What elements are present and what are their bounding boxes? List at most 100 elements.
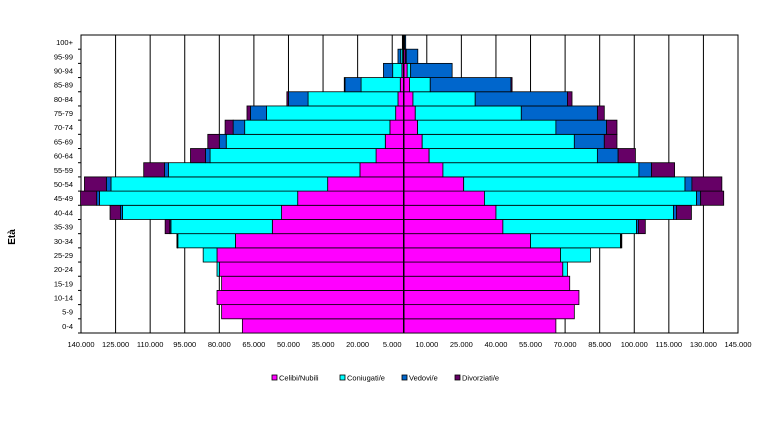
- bar-right-Celibi/Nubili: [403, 119, 418, 135]
- bar-right-Divorziati/e: [691, 176, 723, 192]
- x-tick-label: 35.000: [312, 340, 335, 349]
- legend: Celibi/Nubili Coniugati/e Vedovi/e Divorzia…: [271, 374, 499, 383]
- bar-left-Celibi/Nubili: [327, 176, 405, 192]
- bar-left-Celibi/Nubili: [281, 204, 405, 220]
- x-tick-label: 85.000: [588, 340, 611, 349]
- y-tick-label: 80-84: [54, 95, 73, 104]
- y-tick-label: 0-4: [62, 322, 73, 331]
- bar-left-Celibi/Nubili: [395, 105, 405, 121]
- bar-right-Vedovi/e: [573, 133, 605, 149]
- bar-left-Celibi/Nubili: [218, 261, 405, 277]
- bar-right-Coniugati/e: [502, 219, 637, 235]
- bar-left-Divorziati/e: [190, 148, 206, 164]
- x-tick-label: 20.000: [346, 340, 369, 349]
- x-tick-label: 125.000: [102, 340, 129, 349]
- legend-swatch: [339, 374, 346, 381]
- x-tick-label: 100.000: [621, 340, 648, 349]
- bar-left-Divorziati/e: [109, 204, 121, 220]
- bar-right-Divorziati/e: [603, 133, 618, 149]
- bar-right-Vedovi/e: [405, 48, 419, 64]
- bar-right-Coniugati/e: [442, 162, 640, 178]
- bar-left-Celibi/Nubili: [221, 275, 405, 291]
- bar-right-Coniugati/e: [484, 190, 697, 206]
- bar-left-Celibi/Nubili: [384, 133, 405, 149]
- bar-right-Vedovi/e: [596, 148, 619, 164]
- bar-left-Coniugati/e: [360, 77, 401, 93]
- bar-left-Coniugati/e: [202, 247, 218, 263]
- y-tick-label: 55-59: [54, 166, 73, 175]
- bar-right-Coniugati/e: [463, 176, 686, 192]
- bar-right-Vedovi/e: [638, 162, 652, 178]
- x-tick-label: 115.000: [656, 340, 683, 349]
- x-tick-label: 145.000: [724, 340, 751, 349]
- bar-left-Coniugati/e: [392, 62, 403, 78]
- bar-left-Vedovi/e: [397, 48, 402, 64]
- bar-left-Vedovi/e: [164, 162, 170, 178]
- bar-left-Vedovi/e: [232, 119, 246, 135]
- x-tick-label: 70.000: [554, 340, 577, 349]
- bar-left-Celibi/Nubili: [221, 304, 405, 320]
- x-tick-label: 10.000: [415, 340, 438, 349]
- bar-right-Celibi/Nubili: [403, 105, 416, 121]
- x-tick-label: 65.000: [242, 340, 265, 349]
- bar-right-Coniugati/e: [560, 247, 591, 263]
- bar-right-Vedovi/e: [404, 34, 407, 50]
- legend-swatch: [401, 374, 408, 381]
- bar-left-Celibi/Nubili: [241, 318, 405, 334]
- bar-right-Vedovi/e: [474, 91, 568, 107]
- y-tick-label: 90-94: [54, 66, 73, 75]
- bar-left-Celibi/Nubili: [359, 162, 405, 178]
- y-tick-label: 70-74: [54, 123, 73, 132]
- bar-right-Divorziati/e: [510, 77, 513, 93]
- bar-right-Celibi/Nubili: [403, 233, 531, 249]
- bar-right-Coniugati/e: [530, 233, 621, 249]
- y-tick-label: 75-79: [54, 109, 73, 118]
- y-tick-label: 65-69: [54, 137, 73, 146]
- x-tick-label: 95.000: [173, 340, 196, 349]
- y-tick-label: 100+: [56, 38, 74, 47]
- bar-right-Vedovi/e: [429, 77, 512, 93]
- bar-right-Celibi/Nubili: [403, 219, 504, 235]
- bar-left-Divorziati/e: [343, 77, 346, 93]
- y-tick-label: 10-14: [54, 294, 73, 303]
- bar-right-Celibi/Nubili: [403, 290, 580, 306]
- bar-left-Celibi/Nubili: [271, 219, 405, 235]
- bar-right-Celibi/Nubili: [403, 190, 485, 206]
- bar-left-Celibi/Nubili: [235, 233, 405, 249]
- x-tick-label: 25.000: [450, 340, 473, 349]
- bar-left-Divorziati/e: [224, 119, 234, 135]
- bar-right-Coniugati/e: [409, 77, 431, 93]
- bar-left-Coniugati/e: [110, 176, 329, 192]
- bar-left-Vedovi/e: [218, 133, 227, 149]
- bar-left-Vedovi/e: [250, 105, 267, 121]
- bar-right-Divorziati/e: [651, 162, 676, 178]
- y-tick-label: 15-19: [54, 279, 73, 288]
- x-tick-label: 140.000: [67, 340, 94, 349]
- x-tick-labels: 140.000 125.000 110.000 95.000 80.000 65.000 5…: [67, 340, 751, 349]
- bar-left-Coniugati/e: [307, 91, 399, 107]
- y-tick-labels: 0-4 5-9 10-14 15-19 20-24 25-29 30-34 35-39 40-4…: [54, 38, 81, 334]
- bar-left-Divorziati/e: [164, 219, 171, 235]
- bar-right-Coniugati/e: [421, 133, 575, 149]
- y-tick-label: 45-49: [54, 194, 73, 203]
- y-tick-label: 35-39: [54, 223, 73, 232]
- bar-left-Celibi/Nubili: [297, 190, 405, 206]
- bar-left-Vedovi/e: [105, 176, 112, 192]
- x-tick-label: 50.000: [277, 340, 300, 349]
- y-tick-label: 60-64: [54, 152, 73, 161]
- bar-left-Vedovi/e: [401, 34, 404, 50]
- bar-left-Divorziati/e: [286, 91, 289, 107]
- bar-left-Celibi/Nubili: [216, 247, 405, 263]
- y-tick-label: 5-9: [62, 308, 73, 317]
- x-tick-label: 5.000: [383, 340, 402, 349]
- x-tick-label: 80.000: [208, 340, 231, 349]
- legend-swatch: [454, 374, 461, 381]
- bar-left-Vedovi/e: [205, 148, 211, 164]
- legend-label: Coniugati/e: [347, 374, 385, 383]
- bar-left-Vedovi/e: [344, 77, 362, 93]
- bar-right-Vedovi/e: [555, 119, 608, 135]
- legend-label: Divorziati/e: [462, 374, 499, 383]
- bar-right-Coniugati/e: [495, 204, 674, 220]
- bar-left-Coniugati/e: [170, 219, 273, 235]
- bar-left-Celibi/Nubili: [397, 91, 405, 107]
